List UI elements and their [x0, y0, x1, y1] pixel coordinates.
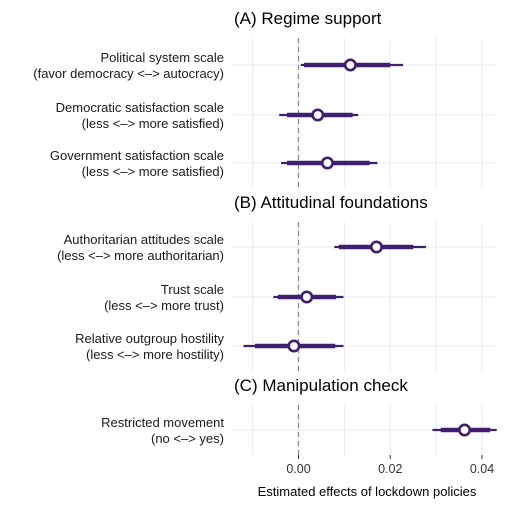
x-axis-title: Estimated effects of lockdown policies [258, 484, 477, 499]
row-label: Authoritarian attitudes scale [64, 232, 224, 247]
coefficient-row: Democratic satisfaction scale(less <–> m… [56, 100, 359, 131]
panel-title: (B) Attitudinal foundations [234, 193, 428, 212]
panel-title: (A) Regime support [234, 9, 382, 28]
coefficient-row: Restricted movement(no <–> yes) [101, 415, 497, 446]
row-label: Trust scale [161, 282, 224, 297]
coefficient-row: Relative outgroup hostility(less <–> mor… [75, 331, 344, 362]
point-estimate [458, 423, 472, 437]
coefficient-row: Trust scale(less <–> more trust) [104, 282, 344, 313]
row-label: Political system scale [100, 50, 224, 65]
row-label: Democratic satisfaction scale [56, 100, 224, 115]
row-sublabel: (less <–> more satisfied) [82, 164, 224, 179]
panel-2: (B) Attitudinal foundations Authoritarian… [57, 193, 497, 372]
row-sublabel: (less <–> more trust) [104, 298, 224, 313]
x-tick-label: 0.00 [286, 462, 310, 476]
row-sublabel: (less <–> more authoritarian) [57, 248, 224, 263]
x-tick-label: 0.04 [470, 462, 494, 476]
point-estimate [343, 58, 357, 72]
panel-3: (C) Manipulation check Restricted movemen… [101, 376, 497, 455]
point-estimate [300, 290, 314, 304]
panel-title: (C) Manipulation check [234, 376, 408, 395]
panel-1: (A) Regime support Political system scale… [33, 9, 497, 188]
row-label: Government satisfaction scale [50, 148, 224, 163]
row-sublabel: (no <–> yes) [151, 431, 224, 446]
row-label: Relative outgroup hostility [75, 331, 224, 346]
point-estimate [320, 156, 334, 170]
row-sublabel: (favor democracy <–> autocracy) [33, 66, 224, 81]
row-sublabel: (less <–> more satisfied) [82, 116, 224, 131]
coefficient-row: Authoritarian attitudes scale(less <–> m… [57, 232, 427, 263]
coefficient-row: Political system scale(favor democracy <… [33, 50, 404, 81]
point-estimate [369, 240, 383, 254]
row-sublabel: (less <–> more hostility) [86, 347, 224, 362]
point-estimate [311, 108, 325, 122]
row-label: Restricted movement [101, 415, 224, 430]
x-tick-label: 0.02 [378, 462, 402, 476]
coefficient-row: Government satisfaction scale(less <–> m… [50, 148, 378, 179]
point-estimate [287, 339, 301, 353]
